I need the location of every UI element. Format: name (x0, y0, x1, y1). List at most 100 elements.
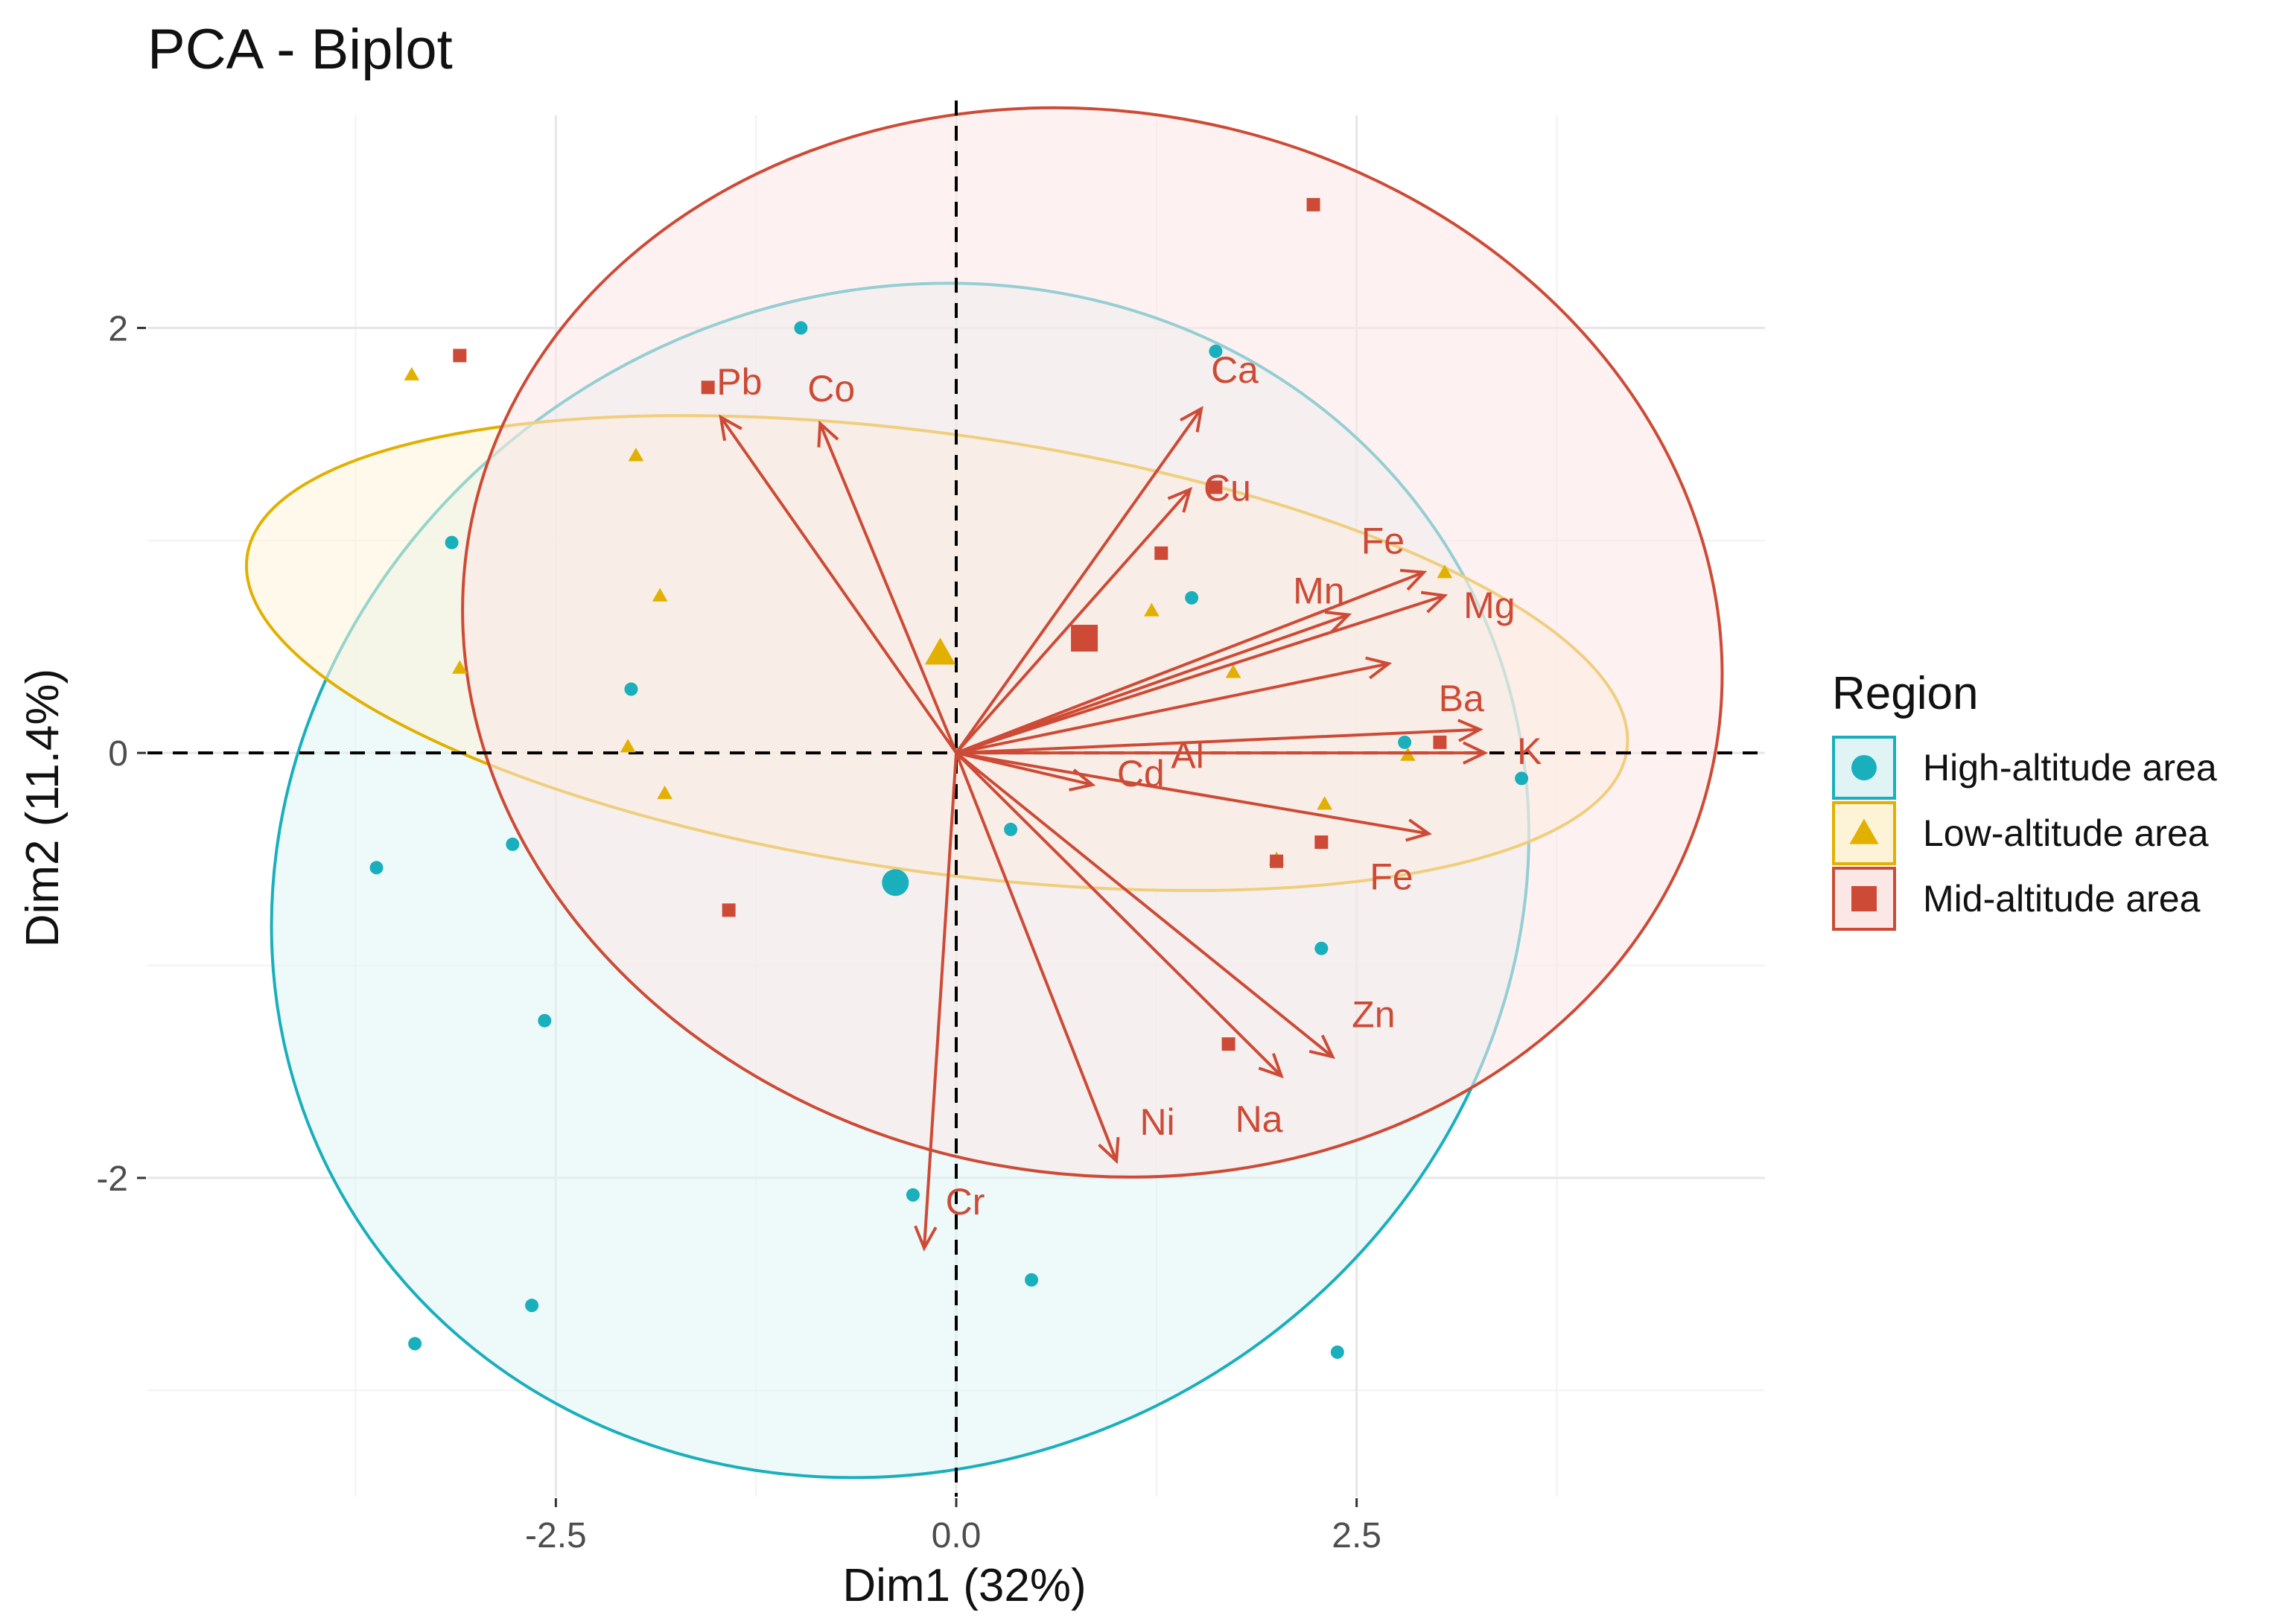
reference-lines (147, 101, 1765, 1497)
point-0-3 (1185, 590, 1199, 605)
point-1-1 (628, 448, 644, 462)
loading-label-mn: Mn (1293, 570, 1344, 612)
point-0-11 (538, 1013, 552, 1028)
point-1-10 (1317, 796, 1332, 810)
confidence-ellipses (244, 106, 1724, 1480)
arrowhead-mg (1420, 590, 1448, 614)
loading-arrow-ni (955, 752, 1118, 1162)
chart-title: PCA - Biplot (147, 18, 453, 81)
loading-arrow-fe (955, 570, 1425, 755)
legend-symbol-0 (1851, 755, 1877, 780)
point-2-5 (1433, 735, 1447, 749)
loading-label-co: Co (807, 368, 855, 410)
arrowhead-mn (1324, 611, 1352, 633)
loading-arrow-co (818, 423, 958, 754)
loading-arrow-ca (955, 407, 1203, 754)
point-2-1 (701, 380, 715, 395)
loading-arrow-fe (955, 751, 1429, 835)
x-axis-ticks: -2.5 0.0 2.5 (525, 1498, 1381, 1555)
loading-label-mg: Mg (1463, 585, 1515, 626)
centroid-0 (882, 869, 909, 897)
point-2-7 (1270, 854, 1284, 868)
point-1-7 (1225, 664, 1241, 678)
arrowhead-na (1258, 1053, 1284, 1079)
point-0-9 (1004, 822, 1018, 836)
loading-arrow-na (955, 751, 1282, 1077)
legend: Region High-altitude area Low-altitude ar… (1832, 668, 2217, 931)
arrowhead-cr (914, 1225, 938, 1252)
arrowhead-cu (1167, 486, 1193, 513)
legend-title: Region (1832, 668, 1978, 719)
point-0-2 (445, 535, 459, 550)
y-axis-title: Dim2 (11.4%) (17, 669, 69, 947)
arrowhead-ca (1180, 406, 1203, 433)
loading-arrow-zn (955, 751, 1334, 1058)
loading-label-fe: Fe (1370, 856, 1413, 898)
point-0-12 (906, 1188, 920, 1202)
point-0-7 (369, 861, 384, 875)
point-0-13 (1025, 1273, 1039, 1287)
centroid-1 (924, 637, 956, 665)
data-points (369, 197, 1529, 1359)
loading-arrow-mn (955, 613, 1349, 755)
point-0-14 (525, 1299, 539, 1313)
point-0-5 (1398, 735, 1412, 749)
loading-arrow-mg (955, 594, 1446, 755)
point-1-5 (657, 786, 672, 800)
loading-label-na: Na (1236, 1098, 1283, 1140)
loading-label-ca: Ca (1211, 349, 1259, 391)
x-tick-label: 2.5 (1332, 1516, 1381, 1555)
arrowhead-pb (719, 414, 742, 442)
arrowhead-fe (1405, 818, 1432, 842)
point-1-6 (1144, 602, 1160, 617)
loading-label-cu: Cu (1203, 467, 1251, 509)
legend-label-0: High-altitude area (1923, 747, 2217, 789)
loading-arrow-cu (955, 488, 1192, 754)
point-0-0 (794, 321, 808, 335)
loading-arrow-cr (922, 753, 958, 1249)
group-centroids (882, 625, 1098, 897)
point-0-15 (408, 1337, 422, 1351)
point-1-0 (404, 366, 420, 380)
point-2-3 (1209, 480, 1223, 494)
point-2-4 (1154, 546, 1168, 560)
legend-label-1: Low-altitude area (1923, 812, 2209, 854)
arrowhead-zn (1308, 1034, 1335, 1060)
point-2-0 (453, 348, 467, 363)
legend-key-2 (1832, 867, 1896, 931)
loading-labels: Pb Co Ca Cu Fe Mn Mg Al Ba K Cd Fe Zn Na Ni Cr (716, 349, 1542, 1223)
y-tick-label: -2 (96, 1159, 128, 1199)
x-tick-label: 0.0 (932, 1516, 982, 1555)
loading-label-ba: Ba (1439, 678, 1484, 719)
arrowhead-co (817, 420, 839, 448)
arrowhead-ba (1457, 719, 1484, 742)
arrowhead-ni (1098, 1137, 1120, 1165)
point-0-16 (1330, 1345, 1344, 1359)
loading-label-ni: Ni (1139, 1101, 1174, 1143)
legend-symbol-1 (1849, 818, 1879, 844)
loading-arrow-al (955, 662, 1390, 755)
legend-label-2: Mid-altitude area (1923, 878, 2201, 920)
arrowhead-k (1462, 741, 1489, 765)
loading-arrow-ba (955, 727, 1481, 755)
point-2-9 (722, 903, 736, 917)
point-2-2 (1306, 197, 1320, 211)
loading-arrows (719, 406, 1489, 1252)
arrowhead-al (1365, 656, 1393, 680)
point-0-1 (1209, 344, 1223, 358)
loading-label-cd: Cd (1117, 753, 1165, 795)
point-1-8 (1437, 564, 1453, 579)
loading-arrow-pb (719, 416, 958, 754)
point-0-4 (624, 682, 638, 696)
y-tick-label: 2 (108, 309, 128, 348)
loading-label-pb: Pb (716, 361, 762, 403)
loading-label-zn: Zn (1352, 993, 1395, 1035)
point-1-3 (451, 660, 468, 674)
x-axis-title: Dim1 (32%) (842, 1560, 1086, 1611)
loading-label-cr: Cr (946, 1181, 985, 1223)
loading-label-al: Al (1171, 734, 1203, 776)
y-tick-label: 0 (108, 734, 128, 774)
point-0-6 (1515, 771, 1529, 786)
